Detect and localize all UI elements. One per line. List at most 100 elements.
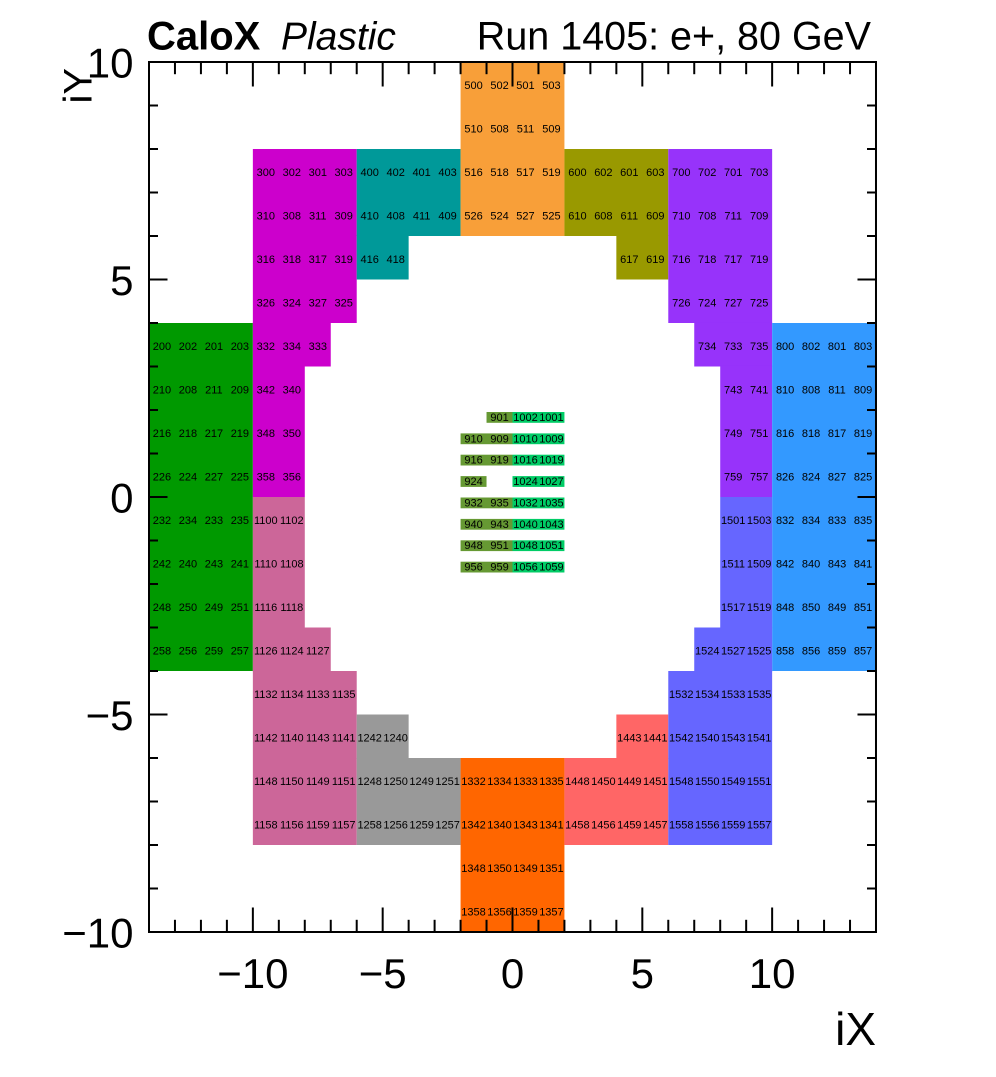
svg-text:1456: 1456 [591, 819, 615, 831]
svg-text:409: 409 [438, 210, 456, 222]
svg-text:819: 819 [854, 428, 872, 440]
svg-text:816: 816 [776, 428, 794, 440]
svg-text:840: 840 [802, 558, 820, 570]
svg-text:348: 348 [257, 428, 275, 440]
svg-text:1532: 1532 [669, 689, 693, 701]
svg-text:727: 727 [724, 297, 742, 309]
svg-text:602: 602 [594, 167, 612, 179]
svg-text:1556: 1556 [695, 819, 719, 831]
svg-text:824: 824 [802, 471, 820, 483]
svg-text:308: 308 [283, 210, 301, 222]
svg-text:808: 808 [802, 384, 820, 396]
svg-text:200: 200 [153, 341, 171, 353]
svg-text:1343: 1343 [513, 819, 537, 831]
svg-text:1501: 1501 [721, 515, 745, 527]
svg-text:500: 500 [464, 80, 482, 92]
svg-text:1051: 1051 [539, 540, 563, 552]
svg-text:948: 948 [464, 540, 482, 552]
svg-text:258: 258 [153, 645, 171, 657]
svg-text:935: 935 [490, 497, 508, 509]
svg-text:1009: 1009 [539, 433, 563, 445]
svg-text:319: 319 [335, 254, 353, 266]
svg-text:Plastic: Plastic [281, 16, 396, 59]
svg-text:1519: 1519 [747, 602, 771, 614]
svg-text:241: 241 [231, 558, 249, 570]
svg-text:919: 919 [490, 455, 508, 467]
svg-text:10: 10 [87, 40, 134, 87]
svg-text:1132: 1132 [254, 689, 278, 701]
svg-text:1250: 1250 [383, 776, 407, 788]
svg-text:1100: 1100 [254, 515, 278, 527]
svg-text:1059: 1059 [539, 562, 563, 574]
svg-text:410: 410 [361, 210, 379, 222]
svg-text:1443: 1443 [617, 732, 641, 744]
svg-text:251: 251 [231, 602, 249, 614]
svg-text:1558: 1558 [669, 819, 693, 831]
svg-text:317: 317 [309, 254, 327, 266]
svg-text:724: 724 [698, 297, 716, 309]
svg-text:527: 527 [516, 210, 534, 222]
svg-text:1517: 1517 [721, 602, 745, 614]
svg-text:5: 5 [110, 257, 133, 304]
svg-text:400: 400 [361, 167, 379, 179]
svg-text:1242: 1242 [357, 732, 381, 744]
svg-text:1134: 1134 [280, 689, 304, 701]
svg-text:810: 810 [776, 384, 794, 396]
svg-text:209: 209 [231, 384, 249, 396]
svg-text:1335: 1335 [539, 776, 563, 788]
svg-text:334: 334 [283, 341, 301, 353]
svg-text:1333: 1333 [513, 776, 537, 788]
svg-text:−5: −5 [359, 950, 407, 997]
svg-text:700: 700 [672, 167, 690, 179]
svg-text:240: 240 [179, 558, 197, 570]
svg-text:340: 340 [283, 384, 301, 396]
svg-text:516: 516 [464, 167, 482, 179]
svg-text:1133: 1133 [306, 689, 330, 701]
svg-text:411: 411 [413, 210, 431, 222]
svg-text:1358: 1358 [461, 906, 485, 918]
svg-text:218: 218 [179, 428, 197, 440]
svg-text:1035: 1035 [539, 497, 563, 509]
svg-text:1150: 1150 [280, 776, 304, 788]
svg-text:216: 216 [153, 428, 171, 440]
svg-text:702: 702 [698, 167, 716, 179]
svg-text:959: 959 [490, 562, 508, 574]
svg-text:510: 510 [464, 123, 482, 135]
svg-text:259: 259 [205, 645, 223, 657]
svg-text:519: 519 [542, 167, 560, 179]
svg-text:219: 219 [231, 428, 249, 440]
svg-text:300: 300 [257, 167, 275, 179]
svg-text:1524: 1524 [695, 645, 719, 657]
svg-text:226: 226 [153, 471, 171, 483]
svg-text:801: 801 [828, 341, 846, 353]
svg-text:−10: −10 [62, 910, 133, 957]
svg-text:726: 726 [672, 297, 690, 309]
svg-text:525: 525 [542, 210, 560, 222]
svg-text:256: 256 [179, 645, 197, 657]
svg-text:901: 901 [490, 412, 508, 424]
svg-text:502: 502 [490, 80, 508, 92]
svg-text:1002: 1002 [513, 412, 537, 424]
svg-text:201: 201 [205, 341, 223, 353]
svg-text:1001: 1001 [539, 412, 563, 424]
svg-text:1249: 1249 [409, 776, 433, 788]
svg-text:851: 851 [854, 602, 872, 614]
svg-text:517: 517 [516, 167, 534, 179]
svg-text:717: 717 [724, 254, 742, 266]
svg-text:800: 800 [776, 341, 794, 353]
svg-text:358: 358 [257, 471, 275, 483]
svg-text:1158: 1158 [254, 819, 278, 831]
svg-text:1557: 1557 [747, 819, 771, 831]
svg-text:609: 609 [646, 210, 664, 222]
svg-text:203: 203 [231, 341, 249, 353]
svg-text:1149: 1149 [306, 776, 330, 788]
svg-text:iX: iX [835, 1003, 876, 1055]
svg-text:1551: 1551 [747, 776, 771, 788]
svg-text:1157: 1157 [332, 819, 356, 831]
svg-text:827: 827 [828, 471, 846, 483]
svg-text:1350: 1350 [487, 863, 511, 875]
svg-text:825: 825 [854, 471, 872, 483]
svg-text:1349: 1349 [513, 863, 537, 875]
svg-text:916: 916 [464, 455, 482, 467]
svg-text:10: 10 [749, 950, 796, 997]
